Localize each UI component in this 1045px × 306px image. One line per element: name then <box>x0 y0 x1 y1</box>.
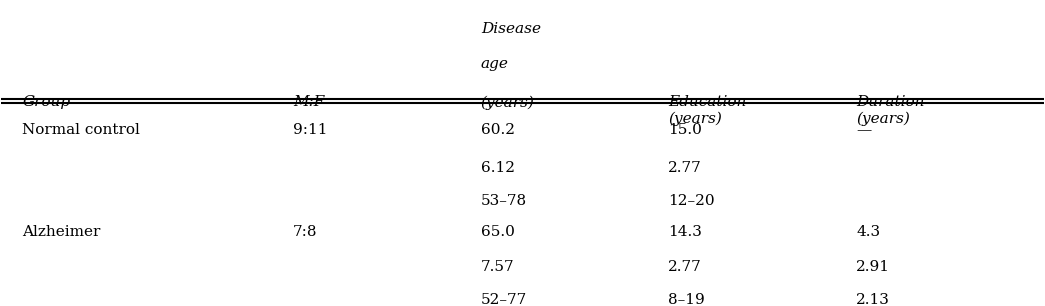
Text: 15.0: 15.0 <box>669 123 702 137</box>
Text: 4.3: 4.3 <box>856 225 880 239</box>
Text: Group: Group <box>22 95 70 109</box>
Text: 60.2: 60.2 <box>481 123 515 137</box>
Text: 53–78: 53–78 <box>481 194 527 208</box>
Text: 14.3: 14.3 <box>669 225 702 239</box>
Text: 2.77: 2.77 <box>669 161 702 175</box>
Text: Alzheimer: Alzheimer <box>22 225 100 239</box>
Text: 6.12: 6.12 <box>481 161 515 175</box>
Text: —: — <box>856 123 872 137</box>
Text: M:F: M:F <box>294 95 325 109</box>
Text: Duration
(years): Duration (years) <box>856 95 925 126</box>
Text: 7.57: 7.57 <box>481 260 514 274</box>
Text: 7:8: 7:8 <box>294 225 318 239</box>
Text: age: age <box>481 57 509 71</box>
Text: 9:11: 9:11 <box>294 123 328 137</box>
Text: (years): (years) <box>481 95 535 110</box>
Text: 12–20: 12–20 <box>669 194 715 208</box>
Text: Normal control: Normal control <box>22 123 140 137</box>
Text: 2.91: 2.91 <box>856 260 890 274</box>
Text: 2.77: 2.77 <box>669 260 702 274</box>
Text: 8–19: 8–19 <box>669 293 705 306</box>
Text: 2.13: 2.13 <box>856 293 890 306</box>
Text: Education
(years): Education (years) <box>669 95 747 126</box>
Text: Disease: Disease <box>481 22 541 36</box>
Text: 65.0: 65.0 <box>481 225 515 239</box>
Text: 52–77: 52–77 <box>481 293 527 306</box>
